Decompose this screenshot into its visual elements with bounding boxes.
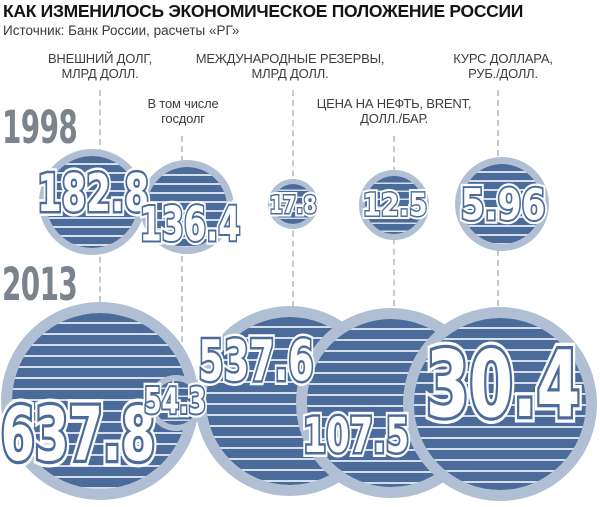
bubble-2013-usd-rate: [403, 307, 597, 501]
header-usd-rate: КУРС ДОЛЛАРА, РУБ./ДОЛЛ.: [423, 51, 583, 81]
value-1998-oil-price: 12.5 12.5: [360, 187, 431, 225]
value-2013-external-debt: 637.8 637.8: [0, 392, 160, 479]
value-text: 637.8: [0, 392, 157, 478]
value-2013-reserves: 537.6 537.6: [195, 329, 317, 395]
value-1998-usd-rate: 5.96 5.96: [457, 180, 549, 232]
value-halo: 637.8: [0, 392, 160, 479]
value-halo: 182.8: [34, 163, 153, 225]
bubble-2013-state-debt: [148, 375, 204, 431]
value-text: 107.5: [301, 408, 411, 464]
value-text: 136.4: [138, 197, 242, 253]
value-2013-state-debt: 54.3 54.3: [141, 379, 209, 424]
value-1998-reserves: 17.8 17.8: [267, 190, 320, 221]
value-text: 30.4: [424, 331, 583, 438]
header-line: ЦЕНА НА НЕФТЬ, BRENT,: [316, 96, 472, 111]
header-line: РУБ./ДОЛЛ.: [468, 66, 538, 81]
value-1998-state-debt: 136.4 136.4: [137, 197, 244, 253]
bubble-1998-external-debt: [39, 149, 145, 255]
value-text: 537.6: [197, 329, 315, 394]
value-halo: 12.5: [360, 187, 431, 225]
value-halo: 107.5: [299, 407, 412, 465]
header-line: МЛРД ДОЛЛ.: [61, 66, 139, 81]
bubble-1998-reserves: [268, 179, 318, 229]
value-halo: 30.4: [421, 331, 584, 438]
value-halo: 537.6: [195, 329, 317, 395]
value-halo: 5.96: [457, 180, 549, 232]
header-line: ВНЕШНИЙ ДОЛГ,: [47, 51, 153, 66]
header-oil-price: ЦЕНА НА НЕФТЬ, BRENT, ДОЛЛ./БАР.: [304, 96, 484, 126]
value-2013-oil-price: 107.5 107.5: [299, 407, 412, 465]
value-2013-usd-rate: 30.4 30.4: [421, 331, 584, 438]
header-line: ДОЛЛ./БАР.: [360, 111, 428, 126]
source-note: Источник: Банк России, расчеты «РГ»: [3, 23, 240, 38]
header-state-debt: В том числе госдолг: [123, 96, 243, 126]
bubble-1998-oil-price: [359, 170, 429, 240]
header-external-debt: ВНЕШНИЙ ДОЛГ, МЛРД ДОЛЛ.: [20, 51, 180, 81]
header-line: В том числе: [147, 96, 219, 111]
value-text: 17.8: [268, 191, 318, 219]
header-reserves: МЕЖДУНАРОДНЫЕ РЕЗЕРВЫ, МЛРД ДОЛЛ.: [190, 51, 390, 81]
header-line: КУРС ДОЛЛАРА,: [453, 51, 553, 66]
value-halo: 136.4: [137, 197, 244, 253]
page-title: КАК ИЗМЕНИЛОСЬ ЭКОНОМИЧЕСКОЕ ПОЛОЖЕНИЕ Р…: [3, 1, 524, 21]
value-text: 182.8: [35, 164, 150, 224]
header-line: госдолг: [161, 111, 205, 126]
year-label-2013: 2013: [2, 258, 78, 311]
header-line: МЕЖДУНАРОДНЫЕ РЕЗЕРВЫ,: [195, 51, 385, 66]
year-label-1998: 1998: [2, 101, 78, 154]
bubble-1998-usd-rate: [455, 157, 549, 251]
value-text: 12.5: [361, 187, 429, 224]
header-line: МЛРД ДОЛЛ.: [251, 66, 329, 81]
value-1998-external-debt: 182.8 182.8: [34, 163, 153, 225]
value-halo: 54.3: [141, 379, 209, 424]
bubble-1998-state-debt: [140, 160, 234, 254]
value-text: 5.96: [459, 180, 547, 231]
value-text: 54.3: [143, 381, 208, 422]
value-halo: 17.8: [267, 190, 320, 221]
